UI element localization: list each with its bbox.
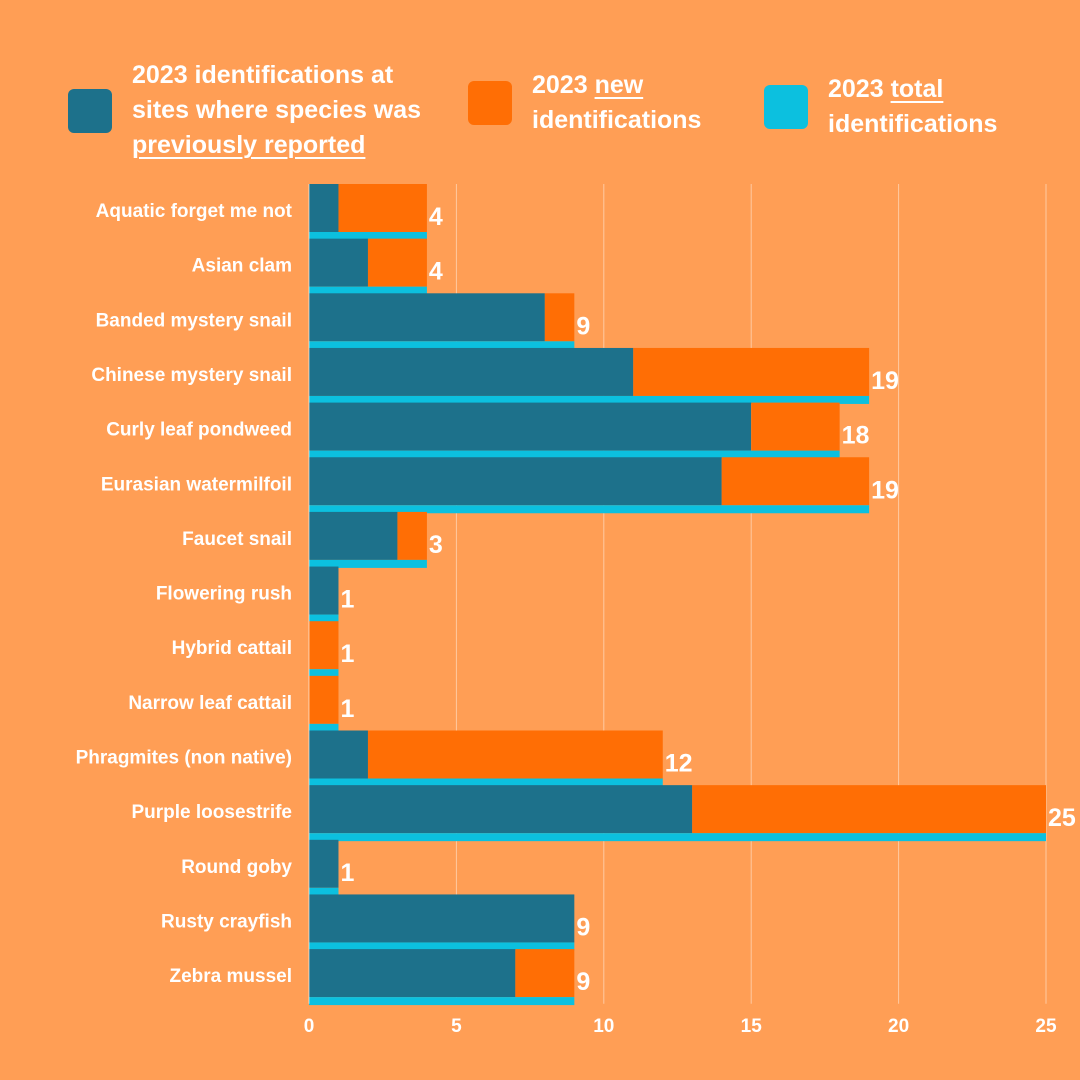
- bar-total: [309, 669, 339, 678]
- data-label: 9: [576, 968, 590, 996]
- category-label: Purple loosestrife: [132, 802, 293, 823]
- legend-swatch: [764, 85, 808, 129]
- data-label: 1: [340, 586, 354, 614]
- legend-swatch: [468, 81, 512, 125]
- bar-total: [309, 505, 870, 514]
- bar-previously-reported: [309, 511, 398, 560]
- data-label: 9: [576, 312, 590, 340]
- category-label: Flowering rush: [156, 584, 292, 605]
- bar-previously-reported: [309, 785, 693, 834]
- category-label: Rusty crayfish: [161, 911, 292, 932]
- bar-previously-reported: [309, 566, 339, 615]
- legend-item-previous: 2023 identifications at sites where spec…: [68, 58, 452, 163]
- bar-total: [309, 997, 575, 1006]
- category-label: Narrow leaf cattail: [128, 693, 292, 714]
- category-label: Round goby: [181, 857, 292, 878]
- data-label: 1: [340, 695, 354, 723]
- bar-total: [309, 232, 427, 240]
- category-label: Zebra mussel: [170, 966, 293, 987]
- data-label: 19: [871, 367, 899, 395]
- x-tick-label: 25: [1035, 1016, 1057, 1037]
- legend-label: 2023 new identifications: [532, 71, 702, 134]
- bar-total: [309, 395, 870, 404]
- legend-label: 2023 total identifications: [828, 75, 998, 138]
- category-label: Aquatic forget me not: [96, 201, 293, 222]
- data-label: 4: [429, 203, 443, 231]
- bar-previously-reported: [309, 184, 339, 232]
- data-label: 18: [842, 422, 870, 450]
- bar-previously-reported: [309, 894, 575, 943]
- bar-new: [692, 785, 1046, 834]
- bar-previously-reported: [309, 347, 634, 396]
- bar-total: [309, 559, 427, 568]
- bar-total: [309, 942, 575, 951]
- category-label: Phragmites (non native): [76, 748, 292, 769]
- category-label: Chinese mystery snail: [91, 365, 292, 386]
- legend-swatch: [68, 88, 112, 133]
- bar-new: [515, 949, 575, 998]
- legend-item-total: 2023 total identifications: [764, 72, 1028, 142]
- x-tick-label: 10: [593, 1016, 614, 1037]
- bar-previously-reported: [309, 238, 368, 287]
- bar-total: [309, 341, 575, 350]
- category-label: Asian clam: [192, 256, 292, 277]
- bar-new: [309, 675, 339, 724]
- bar-total: [309, 778, 663, 787]
- category-label: Hybrid cattail: [172, 638, 292, 659]
- bar-previously-reported: [309, 730, 368, 779]
- bar-previously-reported: [309, 839, 339, 888]
- legend-item-new: 2023 new identifications: [468, 68, 732, 138]
- x-tick-label: 0: [304, 1016, 315, 1037]
- data-label: 9: [576, 913, 590, 941]
- bar-new: [338, 184, 427, 232]
- x-tick-label: 15: [741, 1016, 763, 1037]
- data-label: 19: [871, 476, 899, 504]
- data-label: 12: [665, 750, 693, 778]
- bar-previously-reported: [309, 457, 722, 506]
- bar-total: [309, 286, 427, 295]
- bar-previously-reported: [309, 949, 516, 998]
- bar-total: [309, 450, 840, 459]
- category-label: Eurasian watermilfoil: [101, 474, 292, 495]
- bar-new: [721, 457, 870, 506]
- bar-new: [367, 238, 427, 287]
- bar-total: [309, 833, 1046, 842]
- legend-label: 2023 identifications at sites where spec…: [132, 61, 422, 159]
- bar-previously-reported: [309, 293, 545, 342]
- bar-total: [309, 887, 339, 896]
- category-label: Banded mystery snail: [96, 310, 292, 331]
- category-label: Faucet snail: [182, 529, 292, 550]
- data-label: 4: [429, 258, 443, 286]
- x-tick-label: 5: [451, 1016, 462, 1037]
- x-tick-label: 20: [888, 1016, 909, 1037]
- bar-previously-reported: [309, 402, 752, 451]
- bar-new: [367, 730, 663, 779]
- bar-new: [397, 511, 427, 560]
- data-label: 25: [1048, 804, 1076, 832]
- bar-new: [633, 347, 870, 396]
- bar-total: [309, 723, 339, 732]
- data-label: 3: [429, 531, 443, 559]
- data-label: 1: [340, 859, 354, 887]
- bar-new: [309, 621, 339, 670]
- bar-new: [751, 402, 840, 451]
- bar-new: [544, 293, 575, 342]
- data-label: 1: [340, 640, 354, 668]
- category-label: Curly leaf pondweed: [106, 420, 292, 441]
- bar-total: [309, 614, 339, 623]
